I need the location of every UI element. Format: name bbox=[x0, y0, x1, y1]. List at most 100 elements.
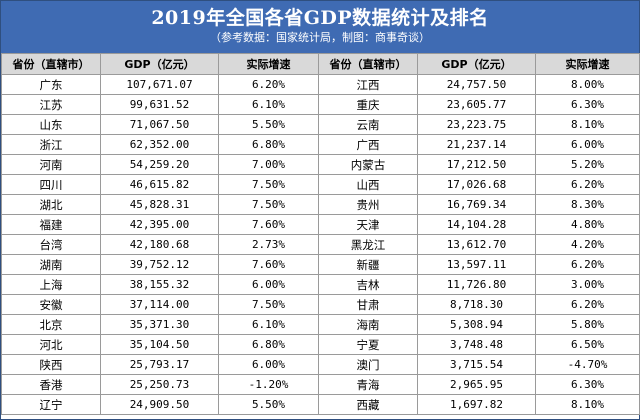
table-row: 福建 42,395.00 7.60% 天津 14,104.28 4.80% bbox=[1, 214, 640, 235]
growth-cell: 6.00% bbox=[535, 134, 640, 155]
growth-cell: 8.10% bbox=[535, 114, 640, 135]
growth-cell: 6.10% bbox=[218, 314, 319, 335]
growth-cell: 7.60% bbox=[218, 214, 319, 235]
gdp-cell: 17,212.50 bbox=[417, 154, 536, 175]
gdp-cell: 14,104.28 bbox=[417, 214, 536, 235]
growth-cell: 6.20% bbox=[535, 294, 640, 315]
growth-cell: 6.20% bbox=[535, 254, 640, 275]
growth-cell: 4.20% bbox=[535, 234, 640, 255]
table-row: 四川 46,615.82 7.50% 山西 17,026.68 6.20% bbox=[1, 174, 640, 195]
table-header-row: 省份（直辖市） GDP（亿元） 实际增速 省份（直辖市） GDP（亿元） 实际增… bbox=[1, 53, 640, 75]
table-row: 江苏 99,631.52 6.10% 重庆 23,605.77 6.30% bbox=[1, 94, 640, 115]
growth-cell: 6.80% bbox=[218, 134, 319, 155]
growth-cell: 6.30% bbox=[535, 374, 640, 395]
province-cell: 辽宁 bbox=[1, 394, 101, 415]
gdp-cell: 3,748.48 bbox=[417, 334, 536, 355]
growth-cell: 6.10% bbox=[218, 94, 319, 115]
province-cell: 湖南 bbox=[1, 254, 101, 275]
province-cell: 北京 bbox=[1, 314, 101, 335]
table-row: 河北 35,104.50 6.80% 宁夏 3,748.48 6.50% bbox=[1, 334, 640, 355]
province-cell: 台湾 bbox=[1, 234, 101, 255]
gdp-cell: 24,757.50 bbox=[417, 74, 536, 95]
table-row: 香港 25,250.73 -1.20% 青海 2,965.95 6.30% bbox=[1, 374, 640, 395]
gdp-cell: 3,715.54 bbox=[417, 354, 536, 375]
gdp-cell: 25,793.17 bbox=[100, 354, 219, 375]
table-row: 辽宁 24,909.50 5.50% 西藏 1,697.82 8.10% bbox=[1, 394, 640, 415]
table-row: 山东 71,067.50 5.50% 云南 23,223.75 8.10% bbox=[1, 114, 640, 135]
growth-cell: 5.50% bbox=[218, 114, 319, 135]
province-cell: 天津 bbox=[318, 214, 418, 235]
growth-cell: 5.80% bbox=[535, 314, 640, 335]
province-cell: 云南 bbox=[318, 114, 418, 135]
growth-cell: 6.50% bbox=[535, 334, 640, 355]
growth-cell: 8.30% bbox=[535, 194, 640, 215]
page-title: 2019年全国各省GDP数据统计及排名 bbox=[151, 7, 489, 29]
growth-cell: 4.80% bbox=[535, 214, 640, 235]
gdp-cell: 13,597.11 bbox=[417, 254, 536, 275]
gdp-cell: 25,250.73 bbox=[100, 374, 219, 395]
growth-cell: 7.50% bbox=[218, 174, 319, 195]
growth-cell: 8.10% bbox=[535, 394, 640, 415]
province-cell: 广西 bbox=[318, 134, 418, 155]
column-header-gdp-left: GDP（亿元） bbox=[100, 53, 219, 75]
province-cell: 澳门 bbox=[318, 354, 418, 375]
province-cell: 重庆 bbox=[318, 94, 418, 115]
gdp-cell: 38,155.32 bbox=[100, 274, 219, 295]
column-header-province-right: 省份（直辖市） bbox=[318, 53, 418, 75]
growth-cell: 6.00% bbox=[218, 354, 319, 375]
gdp-cell: 54,259.20 bbox=[100, 154, 219, 175]
table-row: 上海 38,155.32 6.00% 吉林 11,726.80 3.00% bbox=[1, 274, 640, 295]
province-cell: 上海 bbox=[1, 274, 101, 295]
table-row: 河南 54,259.20 7.00% 内蒙古 17,212.50 5.20% bbox=[1, 154, 640, 175]
province-cell: 陕西 bbox=[1, 354, 101, 375]
growth-cell: 7.60% bbox=[218, 254, 319, 275]
province-cell: 湖北 bbox=[1, 194, 101, 215]
province-cell: 宁夏 bbox=[318, 334, 418, 355]
gdp-cell: 99,631.52 bbox=[100, 94, 219, 115]
table-row: 浙江 62,352.00 6.80% 广西 21,237.14 6.00% bbox=[1, 134, 640, 155]
province-cell: 浙江 bbox=[1, 134, 101, 155]
province-cell: 青海 bbox=[318, 374, 418, 395]
growth-cell: 5.50% bbox=[218, 394, 319, 415]
gdp-cell: 11,726.80 bbox=[417, 274, 536, 295]
gdp-cell: 45,828.31 bbox=[100, 194, 219, 215]
column-header-growth-right: 实际增速 bbox=[535, 53, 640, 75]
growth-cell: 6.80% bbox=[218, 334, 319, 355]
gdp-cell: 17,026.68 bbox=[417, 174, 536, 195]
table-row: 湖北 45,828.31 7.50% 贵州 16,769.34 8.30% bbox=[1, 194, 640, 215]
province-cell: 内蒙古 bbox=[318, 154, 418, 175]
growth-cell: -4.70% bbox=[535, 354, 640, 375]
growth-cell: 8.00% bbox=[535, 74, 640, 95]
gdp-cell: 1,697.82 bbox=[417, 394, 536, 415]
province-cell: 海南 bbox=[318, 314, 418, 335]
column-header-growth-left: 实际增速 bbox=[218, 53, 319, 75]
column-header-gdp-right: GDP（亿元） bbox=[417, 53, 536, 75]
column-header-province-left: 省份（直辖市） bbox=[1, 53, 101, 75]
gdp-cell: 35,371.30 bbox=[100, 314, 219, 335]
page-subtitle: （参考数据：国家统计局，制图：商事奇谈） bbox=[210, 31, 430, 44]
province-cell: 吉林 bbox=[318, 274, 418, 295]
growth-cell: 7.00% bbox=[218, 154, 319, 175]
gdp-cell: 16,769.34 bbox=[417, 194, 536, 215]
growth-cell: 7.50% bbox=[218, 194, 319, 215]
growth-cell: 6.20% bbox=[218, 74, 319, 95]
province-cell: 山西 bbox=[318, 174, 418, 195]
province-cell: 西藏 bbox=[318, 394, 418, 415]
province-cell: 山东 bbox=[1, 114, 101, 135]
growth-cell: 3.00% bbox=[535, 274, 640, 295]
province-cell: 新疆 bbox=[318, 254, 418, 275]
gdp-cell: 71,067.50 bbox=[100, 114, 219, 135]
province-cell: 江苏 bbox=[1, 94, 101, 115]
gdp-cell: 35,104.50 bbox=[100, 334, 219, 355]
gdp-cell: 21,237.14 bbox=[417, 134, 536, 155]
title-banner: 2019年全国各省GDP数据统计及排名 （参考数据：国家统计局，制图：商事奇谈） bbox=[1, 1, 639, 53]
province-cell: 江西 bbox=[318, 74, 418, 95]
growth-cell: 5.20% bbox=[535, 154, 640, 175]
gdp-table: 省份（直辖市） GDP（亿元） 实际增速 省份（直辖市） GDP（亿元） 实际增… bbox=[1, 53, 640, 415]
gdp-cell: 39,752.12 bbox=[100, 254, 219, 275]
gdp-cell: 46,615.82 bbox=[100, 174, 219, 195]
province-cell: 甘肃 bbox=[318, 294, 418, 315]
table-row: 陕西 25,793.17 6.00% 澳门 3,715.54 -4.70% bbox=[1, 354, 640, 375]
province-cell: 广东 bbox=[1, 74, 101, 95]
